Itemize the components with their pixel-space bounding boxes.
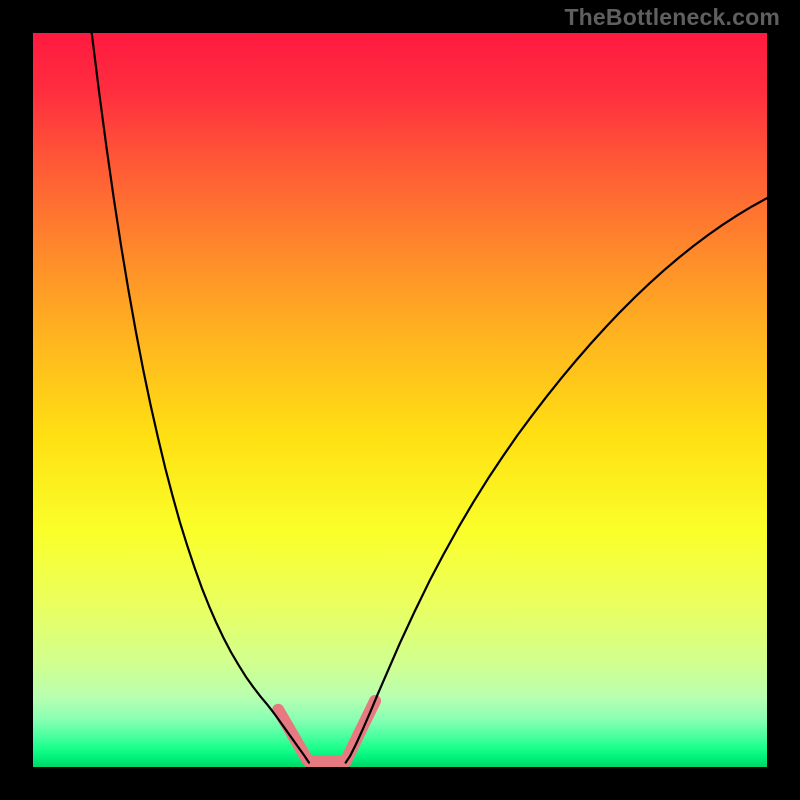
series-group <box>92 33 767 763</box>
curve-right <box>346 198 767 762</box>
curve-left <box>92 33 309 763</box>
highlight-marker <box>278 701 375 762</box>
curves-layer <box>33 33 767 767</box>
figure-canvas: TheBottleneck.com <box>0 0 800 800</box>
plot-area <box>33 33 767 767</box>
watermark-text: TheBottleneck.com <box>564 4 780 31</box>
